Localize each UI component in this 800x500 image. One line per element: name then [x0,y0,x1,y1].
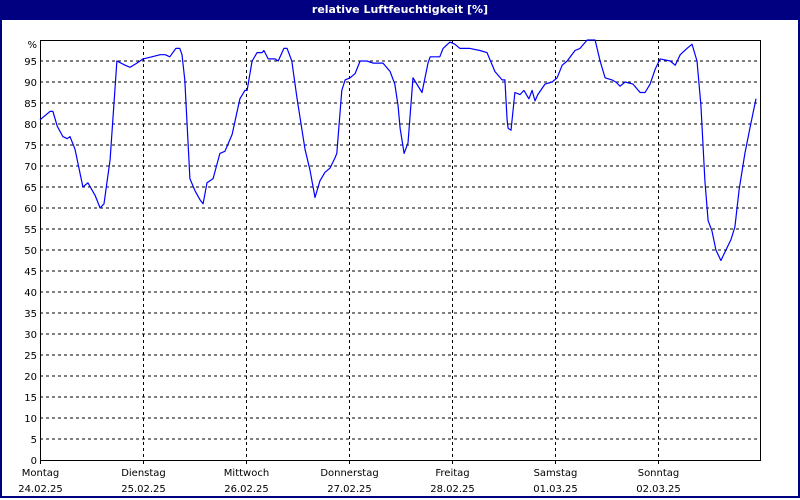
y-tick-label: 10 [24,414,37,425]
x-tick-date-label: 02.03.25 [636,484,681,495]
x-tick-date-label: 25.02.25 [121,484,166,495]
y-tick-label: 40 [24,288,37,299]
y-unit-label: % [27,40,37,51]
x-tick-day-label: Montag [22,468,59,479]
y-tick-label: 55 [24,225,37,236]
x-tick-day-label: Sonntag [638,468,680,479]
y-tick-label: 35 [24,309,37,320]
y-tick-label: 20 [24,372,37,383]
y-tick-label: 60 [24,204,37,215]
y-tick-label: 5 [31,435,37,446]
y-tick-label: 85 [24,99,37,110]
y-tick-label: 65 [24,183,37,194]
y-tick-label: 30 [24,330,37,341]
x-tick-day-label: Dienstag [121,468,166,479]
y-tick-label: 75 [24,141,37,152]
x-tick-date-label: 24.02.25 [18,484,63,495]
x-tick-day-label: Donnerstag [320,468,378,479]
humidity-series-line [39,39,757,262]
y-tick-label: 45 [24,267,37,278]
x-tick-day-label: Samstag [534,468,578,479]
y-tick-label: 15 [24,393,37,404]
window-title: relative Luftfeuchtigkeit [%] [0,0,800,20]
y-tick-label: 0 [31,456,37,467]
x-tick-day-label: Mittwoch [224,468,269,479]
x-tick-day-label: Freitag [435,468,469,479]
y-tick-label: 80 [24,120,37,131]
x-tick-date-label: 01.03.25 [533,484,578,495]
y-tick-label: 70 [24,162,37,173]
y-tick-label: 25 [24,351,37,362]
x-tick-date-label: 26.02.25 [224,484,269,495]
y-tick-label: 50 [24,246,37,257]
x-tick-date-label: 27.02.25 [327,484,372,495]
y-tick-label: 95 [24,57,37,68]
x-tick-date-label: 28.02.25 [430,484,475,495]
y-tick-label: 90 [24,78,37,89]
plot-frame [40,40,761,461]
